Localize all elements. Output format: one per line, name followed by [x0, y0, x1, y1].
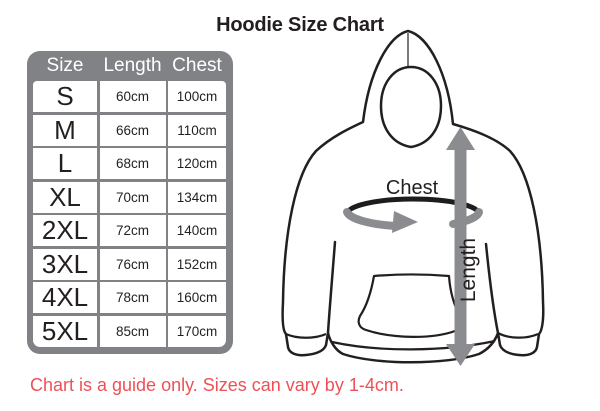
table-cell-chest: 120cm — [168, 148, 226, 179]
chest-label: Chest — [386, 177, 439, 199]
table-cell-chest: 140cm — [168, 215, 226, 246]
table-cell-size: 5XL — [33, 315, 97, 347]
table-cell-size: 4XL — [33, 282, 97, 313]
table-cell-length: 70cm — [99, 181, 166, 213]
table-cell-size: S — [33, 81, 97, 112]
hem-line — [331, 339, 496, 351]
column-header-chest: Chest — [172, 55, 222, 76]
column-header-length: Length — [103, 55, 162, 76]
size-table-header: Size Length Chest — [33, 51, 226, 81]
kangaroo-pocket — [357, 273, 463, 338]
column-header-size: Size — [46, 55, 84, 76]
disclaimer-note: Chart is a guide only. Sizes can vary by… — [30, 375, 404, 395]
size-table: Size Length Chest S 60cm 100cm M 66cm 11… — [27, 51, 233, 354]
table-cell-chest: 110cm — [168, 114, 226, 146]
table-cell-chest: 160cm — [168, 282, 226, 313]
table-cell-length: 68cm — [99, 148, 166, 179]
left-cuff-line — [285, 332, 327, 339]
table-cell-length: 78cm — [99, 282, 166, 313]
right-cuff-line — [497, 332, 539, 339]
table-cell-length: 72cm — [99, 215, 166, 246]
table-cell-chest: 170cm — [168, 315, 226, 347]
table-cell-size: XL — [33, 181, 97, 213]
hood-face-opening — [379, 65, 443, 149]
table-cell-size: 2XL — [33, 215, 97, 246]
table-cell-chest: 134cm — [168, 181, 226, 213]
table-cell-size: M — [33, 114, 97, 146]
table-cell-chest: 100cm — [168, 81, 226, 112]
table-cell-length: 76cm — [99, 248, 166, 280]
length-label: Length — [457, 238, 480, 302]
table-cell-size: 3XL — [33, 248, 97, 280]
table-cell-length: 60cm — [99, 81, 166, 112]
right-arm-seam — [484, 242, 500, 335]
table-cell-size: L — [33, 148, 97, 179]
length-arrow-icon — [446, 127, 475, 366]
chest-arc-black — [344, 196, 482, 215]
chest-arc-gray-left — [343, 208, 399, 230]
chest-arrowhead-icon — [392, 211, 418, 233]
table-cell-chest: 152cm — [168, 248, 226, 280]
size-table-body: S 60cm 100cm M 66cm 110cm L 68cm 120cm X… — [33, 81, 226, 347]
page-title: Hoodie Size Chart — [216, 14, 384, 36]
hoodie-diagram: Chest Length — [281, 29, 545, 366]
table-cell-length: 66cm — [99, 114, 166, 146]
table-cell-length: 85cm — [99, 315, 166, 347]
left-arm-seam — [326, 240, 337, 335]
